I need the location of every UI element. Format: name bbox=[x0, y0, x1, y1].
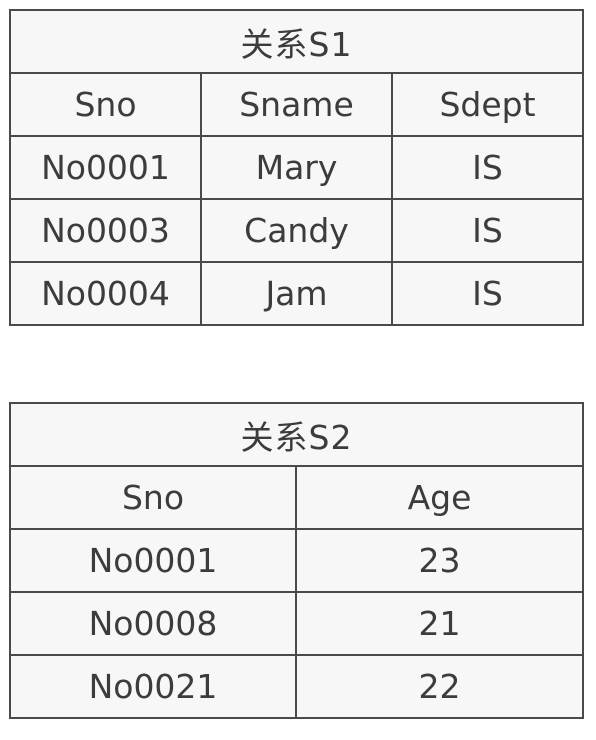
table-title: 关系S2 bbox=[8, 402, 585, 467]
table-row: No0001 Mary IS bbox=[9, 135, 584, 200]
table-cell: 23 bbox=[294, 528, 585, 593]
table-cell: No0008 bbox=[9, 591, 297, 656]
table-cell: No0004 bbox=[9, 261, 202, 326]
table-row: No0008 21 bbox=[9, 591, 585, 656]
table-cell: No0001 bbox=[9, 135, 202, 200]
table-cell: Candy bbox=[200, 198, 393, 263]
column-header-age: Age bbox=[294, 465, 585, 530]
column-header-sdept: Sdept bbox=[391, 72, 584, 137]
table-header-row: Sno Sname Sdept bbox=[9, 72, 584, 137]
table-title-row: 关系S1 bbox=[9, 9, 584, 74]
table-row: No0004 Jam IS bbox=[9, 261, 584, 326]
table-row: No0001 23 bbox=[9, 528, 585, 593]
column-header-sno: Sno bbox=[9, 72, 202, 137]
table-row: No0021 22 bbox=[9, 654, 585, 719]
table-title-row: 关系S2 bbox=[8, 402, 585, 467]
column-header-sno: Sno bbox=[9, 465, 297, 530]
column-header-sname: Sname bbox=[200, 72, 393, 137]
table-cell: No0021 bbox=[9, 654, 297, 719]
table-row: No0003 Candy IS bbox=[9, 198, 584, 263]
table-cell: IS bbox=[391, 261, 584, 326]
table-cell: No0001 bbox=[9, 528, 297, 593]
table-cell: IS bbox=[391, 198, 584, 263]
relation-table-s2: 关系S2 Sno Age No0001 23 No0008 21 No0021 … bbox=[8, 402, 585, 719]
table-cell: Mary bbox=[200, 135, 393, 200]
relation-table-s1: 关系S1 Sno Sname Sdept No0001 Mary IS No00… bbox=[9, 9, 584, 326]
table-cell: 22 bbox=[294, 654, 585, 719]
table-title: 关系S1 bbox=[9, 9, 584, 74]
table-header-row: Sno Age bbox=[9, 465, 585, 530]
table-cell: IS bbox=[391, 135, 584, 200]
table-cell: No0003 bbox=[9, 198, 202, 263]
table-cell: 21 bbox=[294, 591, 585, 656]
table-cell: Jam bbox=[200, 261, 393, 326]
